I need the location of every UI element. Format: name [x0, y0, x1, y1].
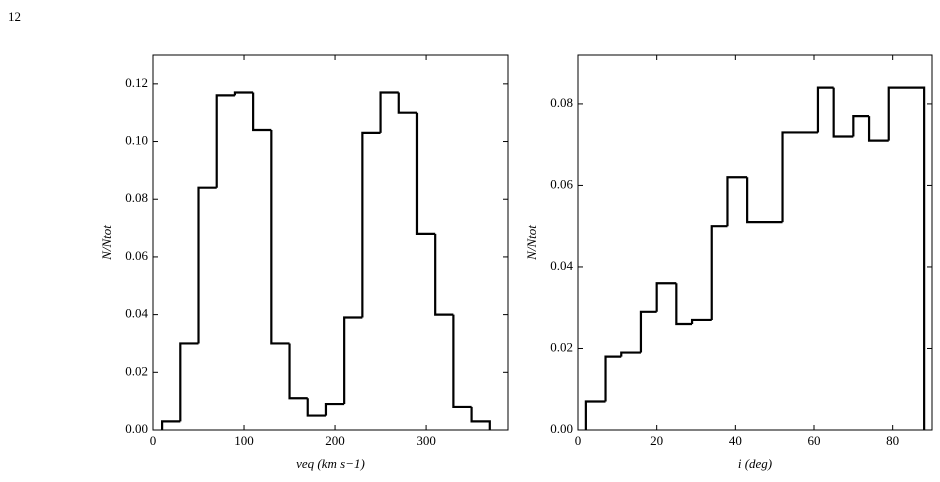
x-tick-label: 0	[575, 433, 582, 448]
page-number: 12	[8, 9, 21, 24]
histogram-step	[343, 316, 363, 405]
histogram-step	[620, 351, 641, 357]
histogram-step	[584, 400, 606, 430]
x-tick-label: 20	[650, 433, 663, 448]
histogram-step	[233, 91, 254, 96]
x-tick-label: 60	[808, 433, 821, 448]
y-tick-label: 0.04	[125, 306, 148, 321]
histogram-step	[604, 355, 622, 402]
y-tick-label: 0.10	[125, 133, 148, 148]
histogram-step	[306, 398, 326, 417]
y-tick-label: 0.06	[125, 248, 148, 263]
histogram-step	[324, 402, 345, 416]
y-tick-label: 0.02	[125, 363, 148, 378]
x-axis-label: i (deg)	[738, 456, 772, 471]
histogram-step	[252, 92, 272, 132]
histogram-step	[816, 86, 834, 133]
y-tick-label: 0.06	[550, 176, 573, 191]
y-tick-label: 0.00	[125, 421, 148, 436]
x-tick-label: 80	[886, 433, 899, 448]
histogram-step	[361, 131, 381, 318]
histogram-step	[639, 310, 657, 353]
histogram-step	[379, 91, 399, 133]
y-tick-label: 0.04	[550, 258, 573, 273]
histogram-step	[397, 92, 417, 114]
histogram-step	[726, 176, 748, 227]
x-tick-label: 40	[729, 433, 742, 448]
histogram-step	[887, 86, 926, 430]
histogram-step	[867, 116, 889, 142]
x-tick-label: 200	[325, 433, 345, 448]
histogram-step	[288, 343, 308, 400]
y-tick-label: 0.00	[550, 421, 573, 436]
y-axis-label: N/Ntot	[524, 225, 539, 261]
y-tick-label: 0.02	[550, 339, 573, 354]
axes-frame	[152, 54, 509, 431]
histogram-step	[215, 94, 235, 188]
y-axis-label: N/Ntot	[99, 225, 114, 261]
histogram-step	[655, 282, 677, 312]
x-tick-label: 100	[234, 433, 254, 448]
histogram-step	[746, 177, 783, 224]
y-tick-label: 0.12	[125, 75, 148, 90]
histogram-step	[832, 87, 854, 138]
y-tick-label: 0.08	[125, 190, 148, 205]
y-tick-label: 0.08	[550, 95, 573, 110]
x-tick-label: 0	[150, 433, 157, 448]
x-tick-label: 300	[416, 433, 436, 448]
histogram-step	[452, 314, 472, 409]
histogram-step	[710, 225, 728, 320]
axes-frame	[577, 54, 933, 431]
histogram-step	[434, 233, 454, 316]
histogram-step	[415, 112, 436, 235]
histogram-step	[270, 130, 290, 345]
histogram-step	[675, 283, 693, 326]
x-axis-label: veq (km s−1)	[296, 456, 365, 471]
histogram-step	[470, 406, 491, 430]
histogram-step	[690, 318, 712, 325]
histogram-step	[197, 186, 217, 344]
histogram-step	[179, 342, 199, 422]
histogram-step	[161, 420, 181, 430]
histogram-step	[781, 131, 818, 223]
histogram-step	[852, 115, 870, 137]
